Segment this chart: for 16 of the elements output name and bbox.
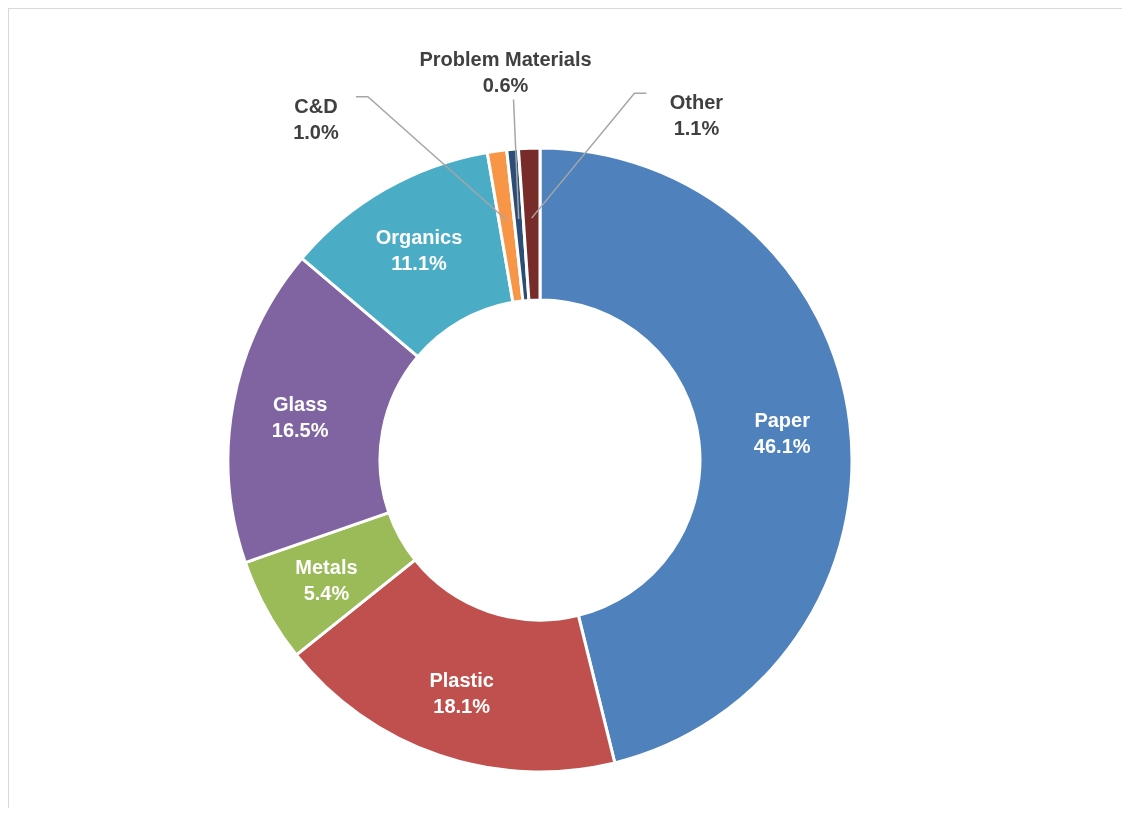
slice-label: Plastic xyxy=(429,669,494,692)
data-label: 46.1% xyxy=(753,434,811,457)
slice-label: Metals xyxy=(295,555,358,578)
data-label: 1.0% xyxy=(293,120,339,143)
data-label: 16.5% xyxy=(271,419,329,442)
slice-label: Problem Materials xyxy=(419,47,592,70)
slice-label: Organics xyxy=(375,226,463,249)
data-label: 5.4% xyxy=(303,581,350,604)
data-label: 18.1% xyxy=(433,695,491,718)
data-label: 0.6% xyxy=(482,73,529,96)
data-label: 1.1% xyxy=(673,117,720,140)
slice-label: C&D xyxy=(294,94,338,117)
slice-label: Other xyxy=(669,91,724,114)
data-label: 11.1% xyxy=(391,252,448,275)
slice-label: Paper xyxy=(754,408,811,431)
slice-label: Glass xyxy=(272,393,328,416)
